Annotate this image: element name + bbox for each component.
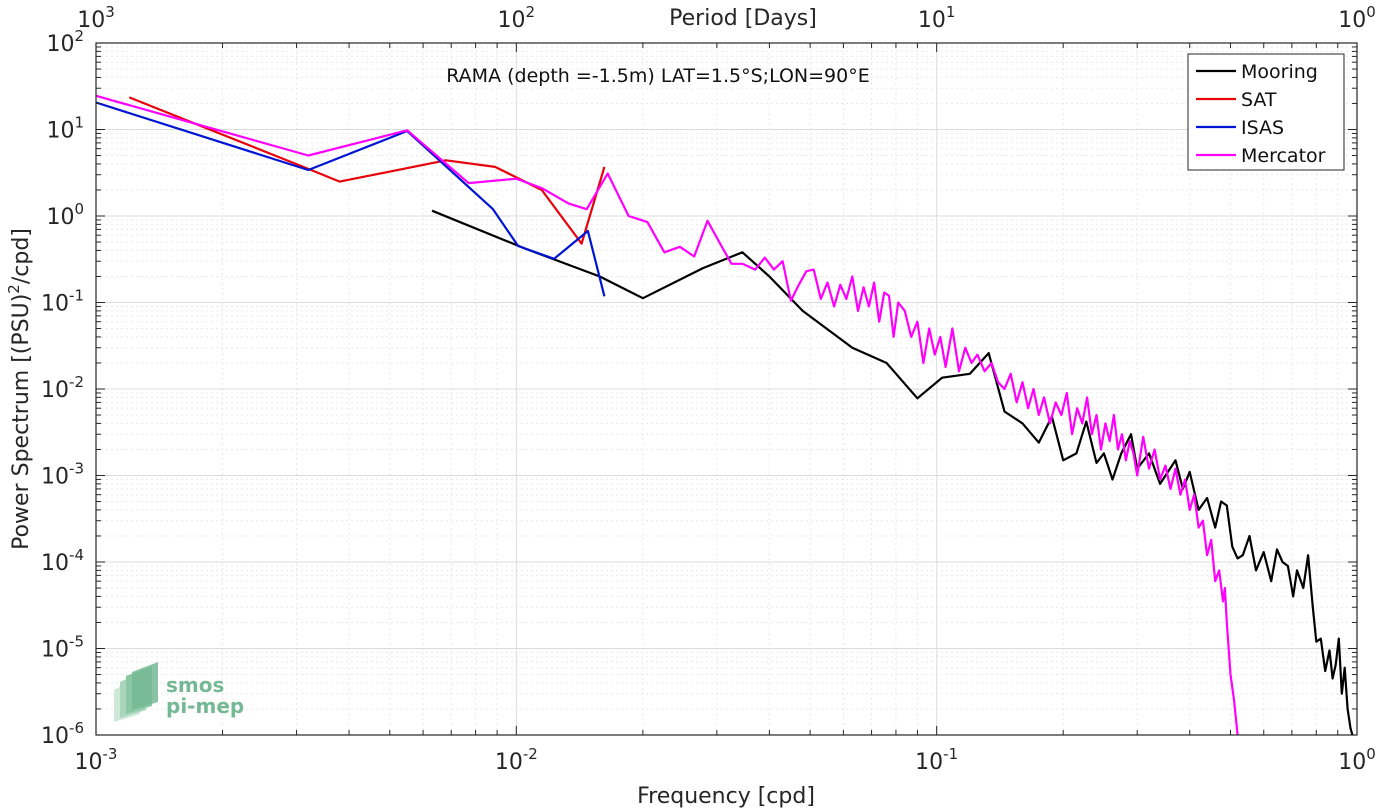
y-tick-label-exp: 1 — [74, 114, 84, 132]
top-tick-label: 102 — [498, 3, 536, 33]
x-tick-label-exp: -1 — [943, 745, 958, 763]
logo-line1: smos — [166, 673, 224, 697]
legend-label-mooring: Mooring — [1241, 61, 1318, 83]
y-tick-label: 10-1 — [41, 287, 84, 317]
series-line-isas — [95, 101, 606, 297]
x-tick-label: 10-2 — [495, 745, 538, 775]
top-tick-label-exp: 0 — [1366, 3, 1376, 21]
y-tick-label: 102 — [46, 27, 84, 57]
series-line-mooring — [431, 209, 1354, 736]
x-tick-label: 100 — [1338, 745, 1376, 775]
y-axis-label-tail: /cpd] — [9, 228, 34, 284]
y-tick-label-exp: 0 — [74, 200, 84, 218]
y-axis-label-sup: 2 — [5, 284, 23, 294]
y-tick-label-base: 10 — [46, 205, 74, 230]
y-tick-label-exp: -2 — [69, 373, 84, 391]
legend-label-isas: ISAS — [1241, 117, 1284, 139]
legend-label-mercator: Mercator — [1241, 145, 1326, 167]
x-tick-label-exp: 0 — [1366, 745, 1376, 763]
y-tick-label-base: 10 — [46, 32, 74, 57]
top-tick-label: 100 — [1338, 3, 1376, 33]
tick-marks — [95, 43, 1357, 736]
chart-annotation: RAMA (depth =-1.5m) LAT=1.5°S;LON=90°E — [446, 65, 870, 87]
legend: Mooring SAT ISAS Mercator — [1187, 53, 1345, 171]
y-tick-label: 10-5 — [41, 633, 84, 663]
y-tick-label-exp: -6 — [69, 719, 84, 737]
x-tick-label-base: 10 — [495, 750, 523, 775]
top-axis-label: Period [Days] — [669, 6, 817, 31]
logo-line2: pi-mep — [166, 694, 244, 718]
y-tick-label: 10-3 — [41, 460, 84, 490]
y-tick-label: 10-2 — [41, 373, 84, 403]
top-tick-label-base: 10 — [918, 8, 946, 33]
x-axis-label: Frequency [cpd] — [637, 784, 815, 809]
x-tick-label: 10-3 — [75, 745, 118, 775]
y-tick-label: 100 — [46, 200, 84, 230]
series-line-mercator — [95, 94, 1239, 736]
logo-mark — [114, 662, 158, 722]
series-line-sat — [128, 96, 606, 245]
top-tick-label: 101 — [918, 3, 956, 33]
x-tick-label: 10-1 — [915, 745, 958, 775]
y-tick-label-base: 10 — [46, 119, 74, 144]
top-tick-label-base: 10 — [77, 8, 105, 33]
y-tick-label-exp: 2 — [74, 27, 84, 45]
y-tick-label-base: 10 — [41, 465, 69, 490]
top-tick-label: 103 — [77, 3, 115, 33]
legend-box — [1187, 53, 1345, 171]
top-tick-label-base: 10 — [1338, 8, 1366, 33]
top-tick-label-exp: 1 — [946, 3, 956, 21]
top-tick-label-exp: 3 — [105, 3, 115, 21]
smos-pi-mep-logo: smos pi-mep — [114, 662, 244, 722]
y-tick-label-base: 10 — [41, 378, 69, 403]
y-axis-label: Power Spectrum [(PSU)2/cpd] — [5, 228, 34, 550]
series-lines — [95, 94, 1354, 736]
y-tick-label-exp: -4 — [69, 546, 84, 564]
legend-label-sat: SAT — [1241, 89, 1277, 111]
y-tick-label-base: 10 — [41, 292, 69, 317]
top-tick-label-base: 10 — [498, 8, 526, 33]
x-tick-label-base: 10 — [915, 750, 943, 775]
grid-lines — [96, 43, 1357, 735]
y-tick-label: 10-4 — [41, 546, 84, 576]
y-tick-label-base: 10 — [41, 638, 69, 663]
y-tick-label: 101 — [46, 114, 84, 144]
y-tick-label-base: 10 — [41, 724, 69, 749]
x-tick-label-exp: -2 — [523, 745, 538, 763]
x-tick-label-base: 10 — [75, 750, 103, 775]
y-tick-label-exp: -1 — [69, 287, 84, 305]
top-tick-label-exp: 2 — [526, 3, 536, 21]
y-tick-label-exp: -3 — [69, 460, 84, 478]
y-tick-label-base: 10 — [41, 551, 69, 576]
x-tick-label-base: 10 — [1338, 750, 1366, 775]
y-tick-label: 10-6 — [41, 719, 84, 749]
y-tick-label-exp: -5 — [69, 633, 84, 651]
y-axis-label-main: Power Spectrum [(PSU) — [9, 294, 34, 550]
x-tick-label-exp: -3 — [103, 745, 118, 763]
